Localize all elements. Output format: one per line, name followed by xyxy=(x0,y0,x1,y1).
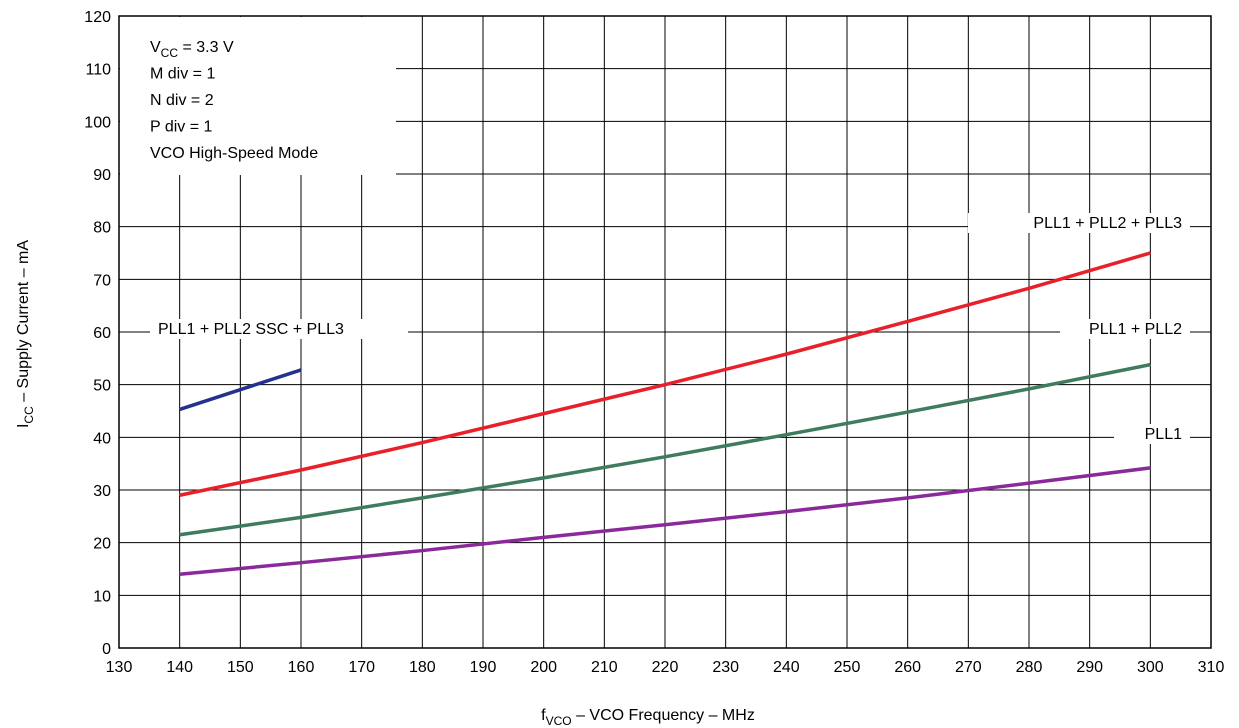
series-label-bg xyxy=(1060,319,1190,339)
condition-box: VCC = 3.3 V M div = 1 N div = 2 P div = 1 VC… xyxy=(150,39,318,162)
series-line-2 xyxy=(179,466,1151,577)
y-tick-labels: 0 10 20 30 40 50 60 70 80 90 100 110 120 xyxy=(84,9,111,658)
series-label-1: PLL1 + PLL2 xyxy=(1089,321,1182,338)
y-axis-title: ICC – Supply Current – mA xyxy=(15,240,36,428)
condition-text: V xyxy=(150,39,161,56)
condition-line: N div = 2 xyxy=(150,92,214,109)
series-label-2: PLL1 xyxy=(1145,426,1182,443)
x-tick-label: 210 xyxy=(591,659,618,676)
series-line-1 xyxy=(179,362,1151,537)
y-axis-title-main: I xyxy=(15,424,32,428)
x-tick-label: 300 xyxy=(1137,659,1164,676)
series-label-bg xyxy=(150,319,408,339)
y-tick-label: 100 xyxy=(84,114,111,131)
x-axis-title-main: f xyxy=(541,707,546,724)
series-label-3: PLL1 + PLL2 SSC + PLL3 xyxy=(158,321,344,338)
x-tick-labels: 130 140 150 160 170 180 190 200 210 220 230 240 250 2… xyxy=(106,659,1225,676)
x-tick-label: 230 xyxy=(712,659,739,676)
condition-line: P div = 1 xyxy=(150,119,213,136)
series-lines xyxy=(179,251,1151,577)
x-tick-label: 200 xyxy=(530,659,557,676)
series-label-bg xyxy=(968,213,1190,233)
x-axis-title-sub: VCO xyxy=(546,714,572,728)
y-axis-title-sub: CC xyxy=(22,406,36,424)
label-masks xyxy=(120,17,1190,444)
y-tick-label: 90 xyxy=(93,167,111,184)
condition-line: VCC = 3.3 V xyxy=(150,39,234,60)
condition-text: N div = 2 xyxy=(150,92,214,109)
series-label-0: PLL1 + PLL2 + PLL3 xyxy=(1033,215,1182,232)
x-tick-label: 160 xyxy=(288,659,315,676)
x-tick-label: 180 xyxy=(409,659,436,676)
plot-frame xyxy=(118,15,1212,649)
x-tick-label: 250 xyxy=(834,659,861,676)
y-tick-label: 70 xyxy=(93,272,111,289)
y-tick-label: 10 xyxy=(93,588,111,605)
series-line-0 xyxy=(179,251,1151,497)
x-tick-label: 280 xyxy=(1016,659,1043,676)
y-axis-title-rest: – Supply Current – mA xyxy=(15,240,32,407)
x-tick-label: 170 xyxy=(348,659,375,676)
y-tick-label: 110 xyxy=(85,62,111,79)
condition-line: M div = 1 xyxy=(150,66,215,83)
x-tick-label: 190 xyxy=(470,659,497,676)
x-tick-label: 220 xyxy=(652,659,679,676)
y-tick-label: 80 xyxy=(93,220,111,237)
x-tick-label: 260 xyxy=(894,659,921,676)
y-tick-label: 20 xyxy=(93,536,111,553)
condition-text: M div = 1 xyxy=(150,66,215,83)
condition-rest: = 3.3 V xyxy=(178,39,234,56)
x-tick-label: 140 xyxy=(166,659,193,676)
y-tick-label: 30 xyxy=(93,483,111,500)
x-tick-label: 150 xyxy=(227,659,254,676)
x-tick-label: 310 xyxy=(1198,659,1225,676)
series-labels: PLL1 + PLL2 + PLL3 PLL1 + PLL2 PLL1 PLL1 + … xyxy=(158,215,1182,443)
y-tick-label: 60 xyxy=(93,325,111,342)
x-tick-label: 290 xyxy=(1076,659,1103,676)
series-line-3 xyxy=(179,368,302,412)
x-axis-title-rest: – VCO Frequency – MHz xyxy=(572,707,755,724)
x-tick-label: 130 xyxy=(106,659,133,676)
condition-text: VCO High-Speed Mode xyxy=(150,145,318,162)
y-tick-label: 0 xyxy=(102,641,111,658)
condition-text: P div = 1 xyxy=(150,119,213,136)
x-tick-label: 240 xyxy=(773,659,800,676)
x-axis-title: fVCO – VCO Frequency – MHz xyxy=(541,707,755,728)
condition-subscript: CC xyxy=(161,46,179,60)
y-tick-label: 50 xyxy=(93,378,111,395)
series-label-bg xyxy=(1114,424,1190,444)
x-tick-label: 270 xyxy=(955,659,982,676)
condition-box-bg xyxy=(120,17,396,175)
condition-line: VCO High-Speed Mode xyxy=(150,145,318,162)
y-tick-label: 40 xyxy=(93,430,111,447)
y-tick-label: 120 xyxy=(84,9,111,26)
